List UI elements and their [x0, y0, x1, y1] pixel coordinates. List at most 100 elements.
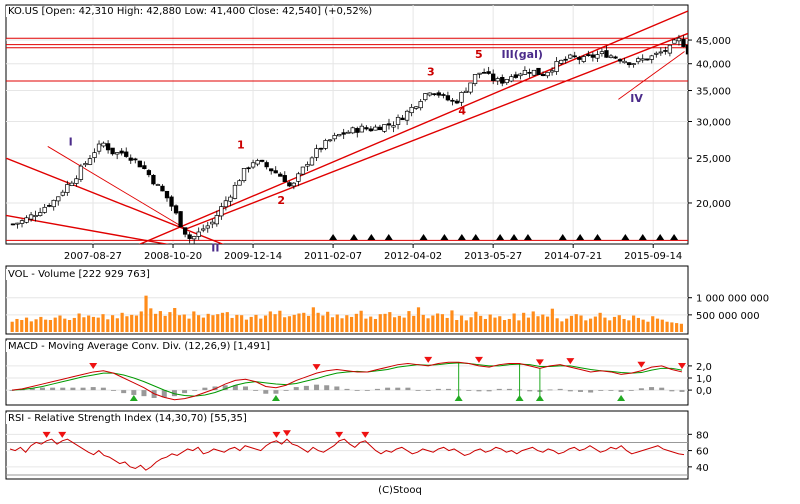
rsi-ytick-label: 60: [696, 447, 709, 458]
candle-body: [395, 116, 401, 125]
candle-body: [346, 131, 351, 134]
price-panel-frame: [5, 4, 689, 245]
macd-histogram-bar: [466, 390, 472, 391]
volume-bar: [369, 316, 373, 332]
macd-sell-marker: [89, 362, 98, 369]
volume-bar: [679, 323, 683, 332]
candle-body: [305, 164, 310, 167]
candle-body: [237, 180, 242, 186]
volume-bar: [641, 319, 645, 332]
candle-body: [509, 76, 514, 82]
macd-histogram-bar: [263, 390, 269, 394]
macd-histogram-bar: [90, 387, 96, 391]
candle-body: [178, 211, 183, 228]
macd-histogram-bar: [425, 390, 431, 391]
volume-bar: [536, 316, 540, 332]
rsi-line-series: [9, 438, 685, 471]
candle-body: [323, 140, 328, 149]
volume-bar: [335, 314, 339, 332]
signal-marker-triangle: [496, 234, 505, 240]
candle-body: [318, 147, 324, 150]
macd-histogram-bar: [334, 386, 340, 391]
macd-ytick-label: 0,0: [696, 386, 712, 397]
volume-bar: [139, 311, 143, 332]
volume-bar: [588, 318, 593, 332]
volume-bar: [493, 317, 497, 332]
macd-histogram-bar: [324, 385, 330, 391]
volume-bar: [34, 319, 38, 332]
candle-body: [196, 231, 201, 237]
candle-body: [418, 101, 423, 109]
macd-histogram-bar: [283, 390, 289, 391]
volume-bar: [182, 314, 186, 332]
candle-body: [96, 143, 102, 152]
volume-bar: [612, 316, 617, 332]
rsi-overbought-marker: [42, 431, 51, 438]
volume-bar: [416, 307, 421, 332]
volume-bar: [58, 315, 62, 332]
volume-bar: [292, 314, 296, 332]
volume-bar: [144, 295, 148, 332]
candle-body: [359, 125, 364, 133]
candle-body: [667, 44, 673, 54]
macd-histogram-bar: [131, 390, 137, 395]
rsi-overbought-marker: [361, 431, 370, 438]
volume-bar: [397, 315, 401, 332]
candle-body: [518, 73, 523, 77]
macd-histogram-bar: [9, 390, 15, 391]
candle-body: [201, 228, 206, 231]
signal-marker-triangle: [471, 234, 480, 240]
macd-panel-title: MACD - Moving Average Conv. Div. (12,26,…: [6, 341, 272, 352]
macd-ytick-label: 1,0: [696, 374, 712, 385]
volume-bar: [660, 319, 664, 332]
volume-bar: [15, 318, 19, 332]
volume-bar: [77, 313, 81, 332]
signal-marker-triangle: [367, 234, 376, 240]
macd-histogram-bar: [60, 387, 66, 391]
volume-bar: [177, 315, 182, 332]
signal-marker-triangle: [384, 234, 393, 240]
candle-body: [645, 58, 650, 61]
volume-bar: [44, 319, 48, 332]
volume-bar: [326, 311, 330, 332]
candle-body: [563, 58, 568, 61]
volume-bar: [82, 317, 86, 332]
candle-body: [219, 206, 224, 217]
price-ytick-label: 20,000: [696, 199, 731, 210]
volume-bar: [24, 317, 29, 332]
candle-body: [92, 152, 97, 158]
macd-histogram-bar: [121, 390, 127, 394]
volume-bar: [154, 313, 158, 332]
candle-body: [142, 165, 147, 170]
candle-body: [205, 225, 210, 229]
price-plot-group: [6, 10, 688, 244]
signal-marker-triangle: [523, 234, 532, 240]
price-ytick-label: 35,000: [696, 87, 731, 98]
candle-body: [626, 62, 632, 66]
wave-label: IV: [630, 92, 643, 105]
volume-bar: [53, 317, 57, 332]
candle-body: [105, 143, 111, 151]
macd-buy-marker: [617, 395, 626, 401]
macd-histogram-bar: [415, 390, 421, 391]
volume-bar: [254, 314, 258, 332]
volume-bar: [20, 320, 24, 332]
volume-bar: [364, 318, 368, 332]
macd-histogram-bar: [29, 388, 35, 391]
volume-bar: [479, 315, 483, 332]
candle-body: [296, 173, 301, 182]
volume-bar: [574, 314, 578, 332]
candle-body: [540, 74, 546, 77]
macd-histogram-bar: [446, 388, 452, 391]
volume-bar: [464, 320, 468, 332]
volume-bar: [110, 315, 115, 332]
volume-bar: [63, 318, 67, 332]
volume-bar: [316, 312, 320, 332]
signal-marker-triangle: [670, 234, 679, 240]
candle-body: [599, 51, 605, 54]
volume-bar: [211, 315, 215, 332]
candle-body: [649, 55, 654, 60]
candle-body: [282, 175, 287, 183]
macd-histogram-bar: [232, 385, 238, 391]
candle-body: [681, 39, 686, 47]
